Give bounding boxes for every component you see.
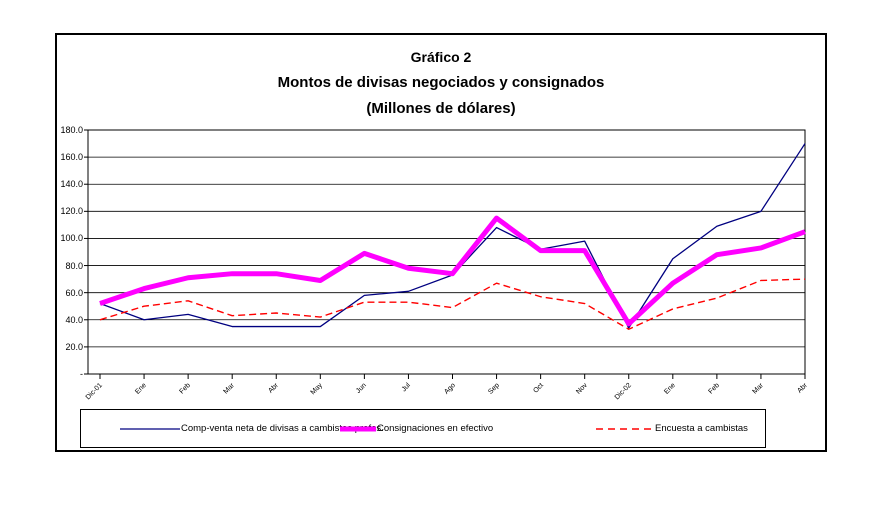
legend-label-compventa: Comp-venta neta de divisas a cambistas p… bbox=[181, 423, 384, 434]
legend-line-sample-magenta bbox=[340, 426, 376, 431]
legend-label-encuesta: Encuesta a cambistas bbox=[655, 423, 748, 434]
y-axis-label: - bbox=[80, 369, 83, 379]
chart-title-line2: Montos de divisas negociados y consignad… bbox=[277, 74, 605, 91]
chart-title-line3: (Millones de dólares) bbox=[366, 100, 516, 117]
legend-label-consignaciones: Consignaciones en efectivo bbox=[377, 423, 494, 434]
y-axis-label: 20.0 bbox=[65, 341, 83, 352]
legend-line-sample-blue bbox=[120, 427, 180, 430]
y-axis-label: 120.0 bbox=[60, 206, 83, 217]
legend-item-encuesta: Encuesta a cambistas bbox=[595, 410, 748, 447]
legend-line-sample-red bbox=[596, 427, 654, 430]
chart-title-line1: Gráfico 2 bbox=[410, 49, 472, 65]
y-axis-label: 80.0 bbox=[65, 260, 83, 271]
y-axis-label: 140.0 bbox=[60, 179, 83, 190]
chart-title: Gráfico 2 Montos de divisas negociados y… bbox=[57, 45, 825, 121]
line-chart-plot bbox=[84, 129, 806, 379]
plot-area-border bbox=[87, 129, 806, 375]
y-axis-label: 180.0 bbox=[60, 125, 83, 135]
legend-item-consignaciones: Consignaciones en efectivo bbox=[339, 410, 493, 447]
series-line-0 bbox=[99, 143, 806, 329]
series-line-2 bbox=[99, 278, 806, 330]
legend-item-compventa: Comp-venta neta de divisas a cambistas p… bbox=[119, 410, 384, 447]
y-axis-label: 60.0 bbox=[65, 287, 83, 298]
series-line-1 bbox=[99, 215, 806, 327]
chart-figure: Gráfico 2 Montos de divisas negociados y… bbox=[55, 33, 827, 452]
legend: Comp-venta neta de divisas a cambistas p… bbox=[80, 409, 766, 448]
y-axis-label: 100.0 bbox=[60, 233, 83, 244]
y-axis-label: 40.0 bbox=[65, 314, 83, 325]
y-axis-label: 160.0 bbox=[60, 152, 83, 163]
